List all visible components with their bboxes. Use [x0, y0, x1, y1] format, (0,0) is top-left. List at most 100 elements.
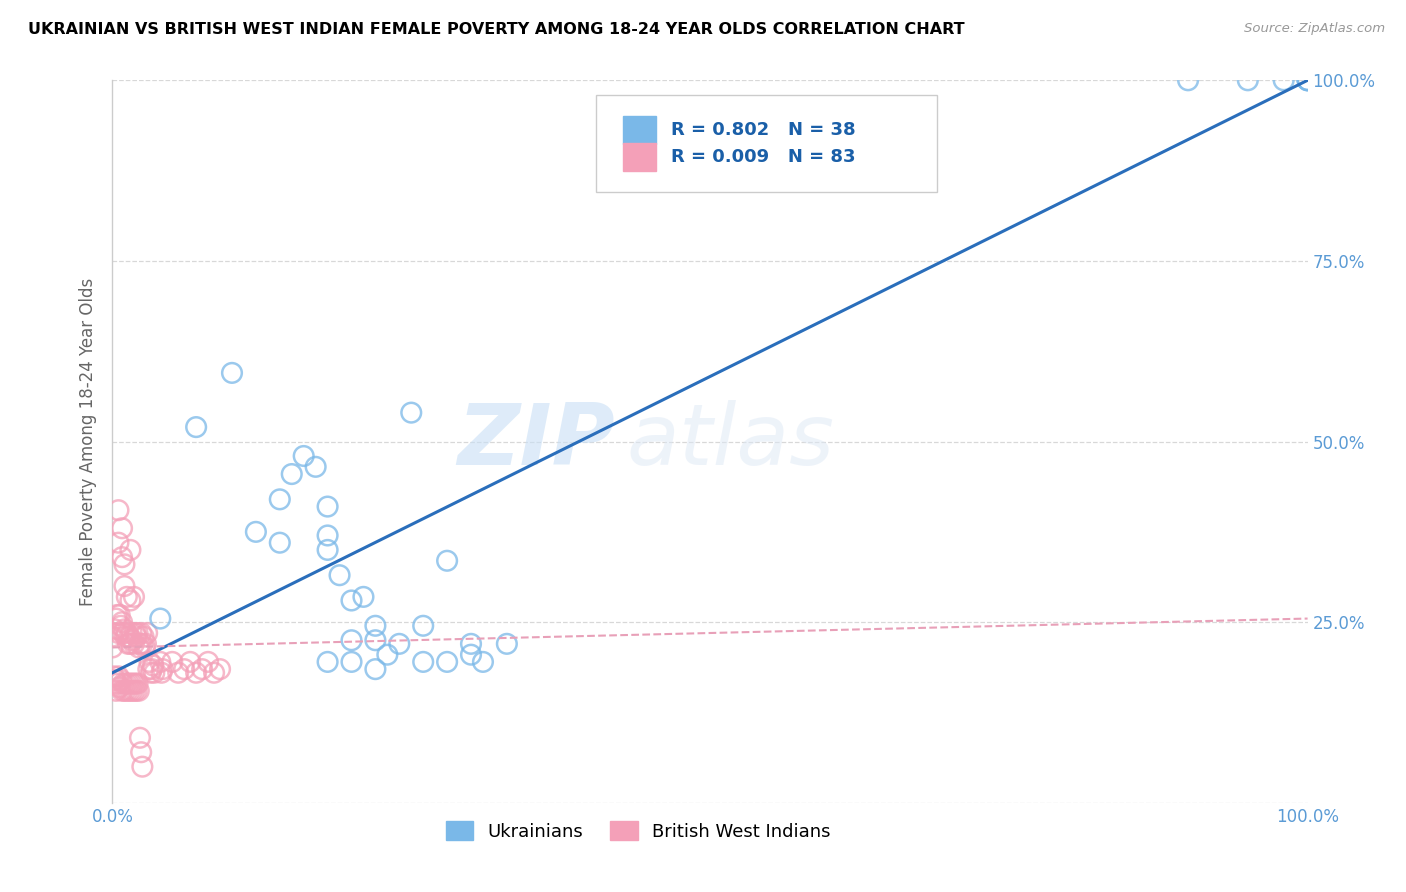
Point: [134, 640, 156, 655]
Point: [139, 665, 162, 680]
Point: [115, 626, 138, 640]
Point: [101, 630, 124, 644]
Point: [142, 658, 165, 673]
Point: [115, 590, 138, 604]
Point: [105, 683, 128, 698]
Point: [129, 731, 152, 745]
Point: [143, 665, 166, 680]
Y-axis label: Female Poverty Among 18-24 Year Olds: Female Poverty Among 18-24 Year Olds: [79, 277, 97, 606]
Point: [1177, 73, 1199, 87]
Point: [316, 655, 339, 669]
Point: [107, 503, 129, 517]
Point: [121, 633, 143, 648]
Point: [108, 680, 131, 694]
Point: [377, 648, 399, 662]
Point: [152, 662, 174, 676]
Point: [112, 676, 135, 690]
FancyBboxPatch shape: [623, 143, 657, 170]
Point: [364, 619, 387, 633]
Point: [111, 615, 134, 630]
Point: [436, 554, 458, 568]
Point: [120, 593, 142, 607]
Point: [436, 655, 458, 669]
Point: [110, 673, 132, 687]
Point: [110, 619, 132, 633]
Point: [364, 662, 387, 676]
Point: [122, 683, 145, 698]
Point: [245, 524, 267, 539]
Point: [316, 500, 339, 514]
Point: [121, 683, 143, 698]
Point: [135, 637, 157, 651]
Point: [105, 611, 128, 625]
Point: [269, 492, 291, 507]
Point: [122, 637, 145, 651]
Point: [118, 683, 141, 698]
Point: [412, 655, 434, 669]
FancyBboxPatch shape: [596, 95, 938, 193]
Point: [412, 619, 434, 633]
Point: [107, 626, 129, 640]
Text: ZIP: ZIP: [457, 400, 614, 483]
Point: [128, 640, 150, 655]
Point: [122, 590, 145, 604]
Point: [186, 420, 208, 434]
Point: [114, 630, 136, 644]
Point: [281, 467, 304, 481]
Point: [138, 655, 160, 669]
Point: [118, 630, 141, 644]
Point: [364, 633, 387, 648]
Point: [316, 528, 339, 542]
Point: [496, 637, 519, 651]
Point: [105, 607, 128, 622]
Point: [121, 626, 143, 640]
Point: [120, 637, 142, 651]
Point: [292, 449, 315, 463]
Point: [111, 683, 134, 698]
Point: [105, 676, 128, 690]
Point: [111, 550, 134, 565]
Point: [141, 662, 163, 676]
Point: [209, 662, 232, 676]
Point: [1237, 73, 1260, 87]
Point: [131, 637, 153, 651]
Point: [127, 676, 149, 690]
Point: [111, 521, 134, 535]
Point: [114, 676, 136, 690]
Point: [107, 535, 129, 549]
Point: [340, 593, 363, 607]
Point: [120, 542, 142, 557]
Point: [1296, 73, 1319, 87]
Point: [340, 655, 363, 669]
Point: [115, 683, 138, 698]
Point: [117, 676, 139, 690]
Point: [191, 662, 214, 676]
Point: [104, 623, 127, 637]
Point: [1296, 73, 1319, 87]
Point: [352, 590, 374, 604]
Text: R = 0.802   N = 38: R = 0.802 N = 38: [671, 121, 855, 139]
Point: [108, 607, 131, 622]
Point: [129, 637, 152, 651]
Point: [117, 637, 139, 651]
Point: [124, 626, 146, 640]
Point: [197, 655, 219, 669]
Point: [104, 673, 127, 687]
Point: [460, 637, 482, 651]
Point: [132, 630, 155, 644]
Point: [162, 655, 183, 669]
Point: [101, 640, 124, 655]
Point: [388, 637, 411, 651]
Point: [114, 579, 135, 593]
Point: [112, 626, 135, 640]
Point: [472, 655, 495, 669]
Point: [179, 655, 201, 669]
Point: [1272, 73, 1295, 87]
Point: [186, 665, 208, 680]
Point: [269, 535, 291, 549]
Point: [114, 683, 135, 698]
Point: [329, 568, 352, 582]
Point: [167, 665, 190, 680]
Text: R = 0.009   N = 83: R = 0.009 N = 83: [671, 148, 855, 166]
Point: [103, 669, 125, 683]
